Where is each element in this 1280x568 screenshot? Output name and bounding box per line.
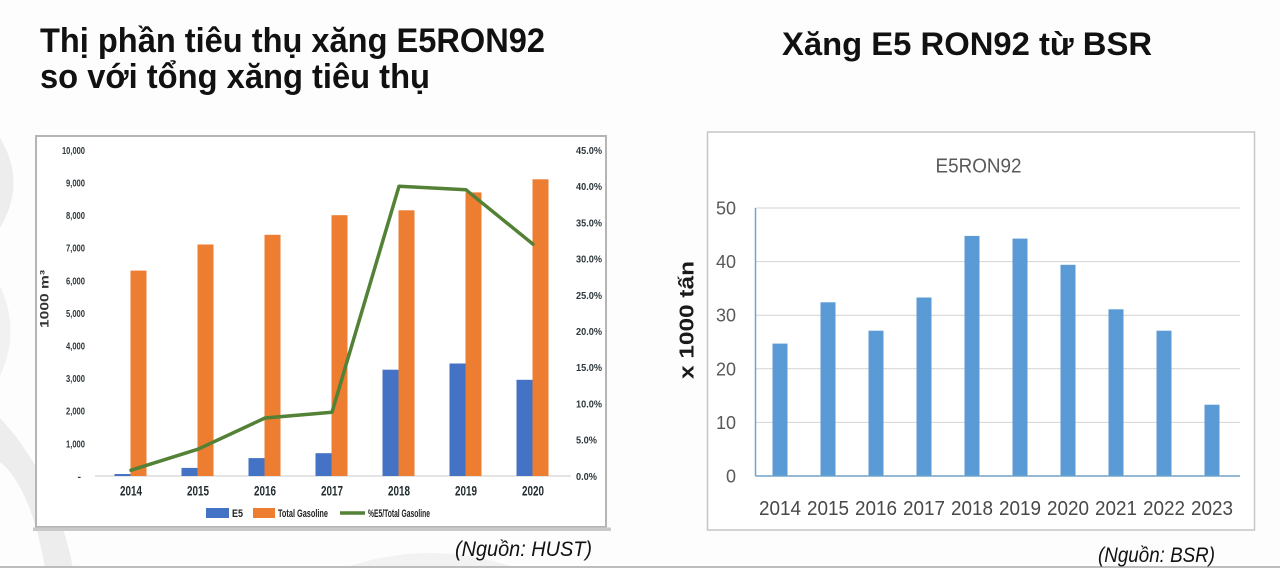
svg-text:30: 30 <box>716 306 736 326</box>
svg-text:45.0%: 45.0% <box>576 145 603 157</box>
svg-text:2015: 2015 <box>807 498 849 520</box>
svg-text:%E5/Total Gasoline: %E5/Total Gasoline <box>368 508 430 520</box>
svg-text:40.0%: 40.0% <box>576 181 603 193</box>
svg-text:Xăng E5 RON92 từ BSR: Xăng E5 RON92 từ BSR <box>782 26 1152 62</box>
svg-text:0.0%: 0.0% <box>576 471 598 483</box>
svg-text:2021: 2021 <box>1095 498 1137 520</box>
svg-text:2019: 2019 <box>999 498 1041 520</box>
svg-text:10,000: 10,000 <box>62 145 85 157</box>
svg-text:2015: 2015 <box>187 483 209 499</box>
svg-text:6,000: 6,000 <box>66 275 85 287</box>
svg-text:2022: 2022 <box>1143 498 1185 520</box>
svg-text:5,000: 5,000 <box>66 308 85 320</box>
svg-text:2,000: 2,000 <box>66 406 85 418</box>
svg-text:so với tổng xăng tiêu thụ: so với tổng xăng tiêu thụ <box>40 58 430 96</box>
svg-text:2020: 2020 <box>1047 498 1089 520</box>
svg-text:x 1000 tấn: x 1000 tấn <box>677 261 699 379</box>
svg-text:E5RON92: E5RON92 <box>936 156 1022 178</box>
svg-text:25.0%: 25.0% <box>576 290 603 302</box>
svg-text:2017: 2017 <box>321 483 343 499</box>
svg-text:2018: 2018 <box>388 483 410 499</box>
svg-text:2020: 2020 <box>522 483 544 499</box>
svg-text:20: 20 <box>716 359 736 379</box>
svg-text:35.0%: 35.0% <box>576 217 603 229</box>
svg-text:2019: 2019 <box>455 483 477 499</box>
svg-text:-: - <box>78 471 82 483</box>
svg-text:1,000: 1,000 <box>66 438 85 450</box>
svg-text:40: 40 <box>716 252 736 272</box>
svg-text:30.0%: 30.0% <box>576 254 603 266</box>
svg-text:4,000: 4,000 <box>66 341 85 353</box>
svg-text:(Nguồn: BSR): (Nguồn: BSR) <box>1098 544 1215 567</box>
svg-text:15.0%: 15.0% <box>576 362 603 374</box>
svg-text:(Nguồn: HUST): (Nguồn: HUST) <box>455 538 592 561</box>
svg-text:2023: 2023 <box>1191 498 1233 520</box>
svg-text:10.0%: 10.0% <box>576 399 603 411</box>
svg-text:7,000: 7,000 <box>66 243 85 255</box>
svg-text:5.0%: 5.0% <box>576 435 598 447</box>
svg-text:2018: 2018 <box>951 498 993 520</box>
svg-text:3,000: 3,000 <box>66 373 85 385</box>
svg-text:Thị phần tiêu thụ xăng E5RON92: Thị phần tiêu thụ xăng E5RON92 <box>40 22 545 60</box>
svg-text:2017: 2017 <box>903 498 945 520</box>
svg-text:2014: 2014 <box>120 483 142 499</box>
svg-text:1000 m³: 1000 m³ <box>38 270 52 328</box>
svg-text:2016: 2016 <box>254 483 276 499</box>
svg-text:20.0%: 20.0% <box>576 326 603 338</box>
svg-text:2014: 2014 <box>759 498 801 520</box>
svg-text:9,000: 9,000 <box>66 178 85 190</box>
svg-text:E5: E5 <box>232 508 243 520</box>
svg-text:10: 10 <box>716 413 736 433</box>
svg-text:Total Gasoline: Total Gasoline <box>278 508 328 520</box>
svg-text:0: 0 <box>726 467 736 487</box>
svg-text:50: 50 <box>716 199 736 219</box>
svg-text:8,000: 8,000 <box>66 210 85 222</box>
svg-text:2016: 2016 <box>855 498 897 520</box>
